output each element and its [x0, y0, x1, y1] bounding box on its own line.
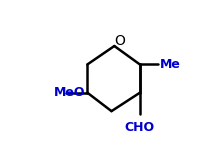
Text: MeO: MeO [54, 86, 85, 99]
Text: Me: Me [160, 58, 181, 71]
Text: O: O [114, 34, 125, 48]
Text: CHO: CHO [125, 121, 155, 134]
